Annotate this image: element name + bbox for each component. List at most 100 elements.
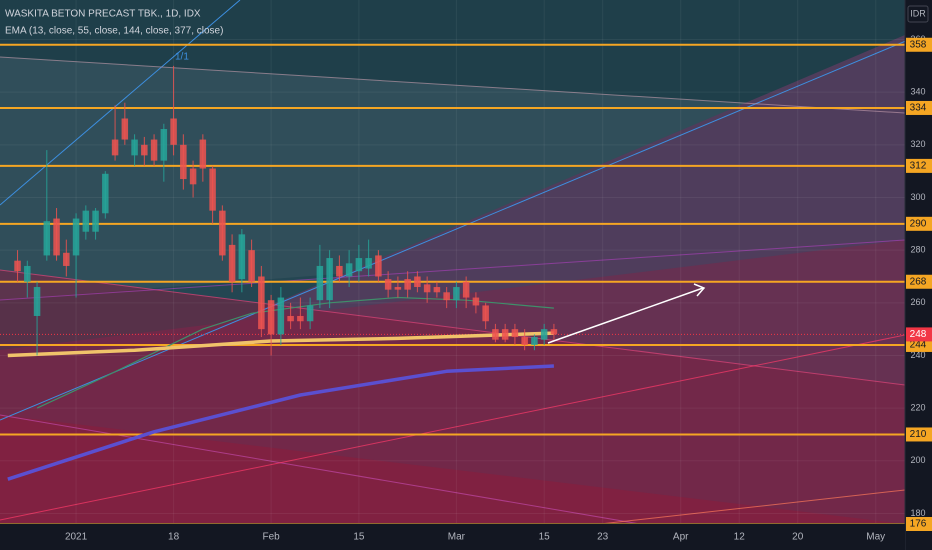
x-tick-label: 2021 [65,532,88,543]
candle-body [33,287,41,316]
x-tick-label: 15 [539,532,551,543]
currency-box[interactable] [907,5,929,23]
candle-body [423,284,431,293]
candle-body [345,263,353,277]
candle-body [219,210,226,256]
y-tick-label: 280 [910,245,925,255]
candle-body [511,329,519,338]
candle-body [160,129,168,161]
candle-body [443,292,450,301]
candle-body [267,300,275,335]
candle-body [492,329,499,340]
y-tick-label: 340 [910,87,925,97]
candle-body [316,265,324,301]
candle-body [501,329,509,340]
candle-body [482,305,489,322]
x-axis [0,524,905,550]
y-tick-label: 180 [910,508,925,518]
candle-body [63,252,70,266]
y-tick-label: 200 [910,455,925,465]
y-tick-label: 240 [910,350,925,360]
candle-body [121,118,129,140]
price-tag-label: 268 [910,276,927,287]
chart-title: WASKITA BETON PRECAST TBK., 1D, IDX [5,9,201,20]
candle-body [131,139,138,156]
price-tag [906,427,932,442]
candle-body [472,297,480,306]
candle-body [297,315,304,322]
price-tag-label: 244 [910,340,927,351]
x-tick-label: May [866,532,885,543]
currency[interactable]: IDR [910,8,926,18]
candle-body [111,139,119,156]
background [0,0,905,524]
x-tick-label: 18 [168,532,180,543]
price-tag-label: 290 [910,218,927,229]
candle-body [150,139,158,161]
candle-body [238,234,246,280]
candle-body [531,337,538,345]
x-tick-label: Mar [448,532,466,543]
candle-body [14,260,21,272]
x-tick-label: Apr [673,532,689,543]
ema-line [7,364,554,481]
candle-body [209,168,216,211]
candle-body [355,258,363,272]
fib-label: 1/1 [175,52,189,63]
candle-body [199,139,207,169]
candle-body [453,287,460,301]
plot [0,0,905,524]
x-tick-label: 20 [792,532,804,543]
candle-body [384,279,392,290]
candle-body [277,297,285,335]
x-tick-label: 12 [734,532,746,543]
candle-body [336,265,343,277]
x-tick-label: Feb [262,532,280,543]
price-tag [906,158,932,173]
candle-body [141,144,148,156]
candle-body [287,315,294,322]
candle-body [102,173,109,214]
candle-body [258,276,265,330]
last-price-label: 248 [910,329,927,340]
candle-body [365,258,372,269]
price-tag-label: 334 [910,103,927,114]
candle-body [375,255,382,277]
candle-body [180,144,187,180]
price-tag [906,274,932,289]
candle-body [394,287,402,290]
price-tag-label: 312 [910,161,927,172]
candle-body [414,276,421,288]
candle-body [404,279,411,290]
y-tick-label: 220 [910,403,925,413]
candle-body [72,218,80,256]
candle-body [92,210,99,232]
candle-body [170,118,177,145]
last-price-tag [906,327,932,342]
candle-body [24,265,31,282]
candle-body [248,250,255,282]
price-tag-label: 358 [910,39,927,50]
x-tick-label: 23 [597,532,609,543]
candle-body [326,258,333,301]
price-tag-label: 210 [910,429,927,440]
price-tag [906,517,932,531]
chart-subtitle: EMA (13, close, 55, close, 144, close, 3… [5,26,223,37]
y-tick-label: 320 [910,139,925,149]
price-tag-label: 176 [910,519,927,530]
candle-body [306,305,314,322]
y-tick-label: 300 [910,192,925,202]
arrow-head [693,283,706,297]
price-tag [906,100,932,115]
price-tag [906,337,932,352]
candle-body [540,329,548,340]
candle-body [462,281,470,298]
x-tick-label: 15 [353,532,365,543]
candle-body [550,329,558,335]
candle-body [433,287,441,293]
candle-body [189,168,197,185]
price-tag [906,216,932,231]
price-tag [906,37,932,52]
candle-body [82,210,90,232]
